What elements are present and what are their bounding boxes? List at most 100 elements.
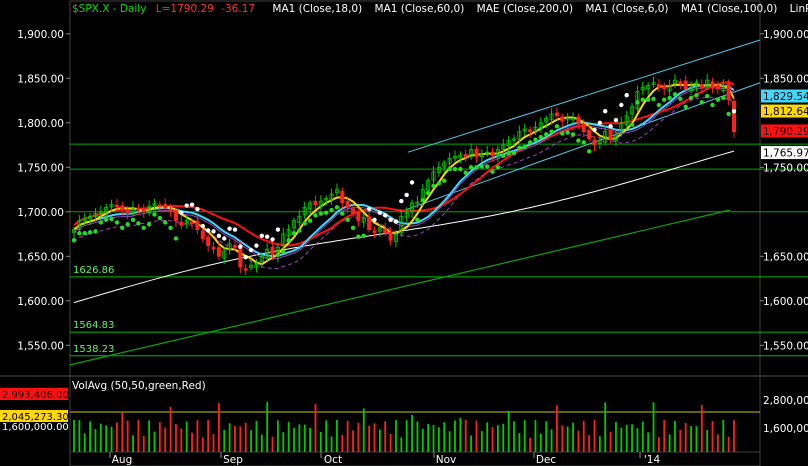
candle-body — [77, 220, 82, 230]
candle-body — [624, 115, 629, 125]
psar-dot — [329, 207, 334, 213]
candle-body — [281, 233, 286, 247]
psar-dot — [93, 229, 98, 234]
candle-body — [195, 220, 200, 230]
month-label: '14 — [644, 454, 661, 466]
study-ma100[interactable]: MA1 (Close,100,0) — [680, 3, 778, 15]
psar-dot — [302, 221, 307, 226]
candle-body — [147, 206, 152, 214]
price-tick-label-right: 1,850.00 — [763, 73, 808, 85]
psar-dot — [264, 234, 270, 239]
psar-dot — [211, 229, 216, 234]
psar-dot — [458, 166, 463, 172]
psar-dot — [603, 109, 608, 114]
candle-body — [254, 263, 259, 268]
candle-body — [672, 79, 677, 85]
psar-dot — [436, 181, 442, 186]
price-tag: 1,790.29 — [763, 126, 808, 138]
psar-dot — [388, 217, 393, 223]
psar-dot — [501, 153, 506, 158]
candle-body — [345, 200, 350, 208]
candle-body — [393, 233, 398, 242]
candle-body — [710, 81, 715, 88]
price-tick-label: 1,650.00 — [17, 251, 64, 263]
candle-body — [560, 116, 565, 122]
candle-body — [334, 189, 339, 193]
volume-left-tick: 1,600,000.00 — [2, 422, 69, 433]
channel-upper — [407, 39, 761, 153]
candle-body — [313, 200, 318, 206]
candle-body — [157, 204, 162, 207]
psar-dot — [425, 190, 431, 196]
candle-body — [667, 85, 672, 92]
study-linreg[interactable]: LinReg ... — [789, 3, 808, 15]
candle-body — [249, 264, 254, 269]
price-tag-bg — [761, 124, 808, 138]
volume-tag-yellow-bg — [0, 410, 68, 422]
psar-dot — [549, 129, 554, 134]
candle-body — [426, 180, 431, 191]
psar-dot — [195, 206, 200, 212]
candle-body — [324, 198, 329, 201]
candle-body — [619, 122, 624, 135]
price-tick-label: 1,550.00 — [17, 340, 64, 352]
candle-body — [528, 129, 533, 133]
psar-dot — [189, 202, 195, 207]
candle-body — [297, 215, 302, 223]
study-ma6[interactable]: MA1 (Close,6,0) — [585, 3, 669, 15]
envelope-lower — [73, 96, 735, 270]
plot-frame — [69, 0, 761, 466]
candle-body — [506, 140, 511, 146]
psar-dot — [586, 149, 592, 154]
psar-dot — [662, 97, 667, 102]
price-tag-bg — [761, 104, 808, 118]
price-tag: 1,765.97 — [763, 148, 808, 160]
month-label: Nov — [436, 454, 457, 466]
level-label: 1538.23 — [73, 344, 114, 355]
psar-dot — [651, 96, 656, 101]
candle-body — [372, 230, 377, 233]
psar-dot — [222, 236, 227, 241]
candle-body — [683, 80, 688, 90]
candle-body — [549, 113, 554, 120]
candle-body — [533, 126, 538, 132]
candle-body — [554, 112, 559, 117]
psar-dot — [383, 213, 388, 218]
psar-dot — [340, 211, 345, 216]
candle-body — [726, 83, 731, 101]
study-ma18[interactable]: MA1 (Close,18,0) — [272, 3, 363, 15]
candle-body — [308, 202, 313, 210]
psar-dot — [715, 97, 721, 102]
ma100-line — [69, 209, 731, 366]
candle-body — [469, 149, 474, 158]
psar-dot — [533, 137, 538, 142]
psar-dot — [565, 130, 570, 135]
psar-dot — [334, 205, 340, 210]
study-ma60[interactable]: MA1 (Close,60,0) — [374, 3, 465, 15]
psar-dot — [710, 102, 715, 108]
candle-body — [576, 116, 581, 124]
candle-body — [565, 117, 570, 121]
psar-dot — [479, 164, 485, 169]
price-tick-label: 1,850.00 — [17, 73, 64, 85]
price-tag: 1,829.54 — [763, 91, 808, 103]
psar-dot — [146, 222, 152, 227]
candle-body — [141, 207, 146, 213]
candle-body — [265, 248, 270, 259]
psar-dot — [517, 145, 522, 150]
volume-tag-yellow: 2,045,273.30 — [2, 412, 69, 423]
price-tag: 1,812.64 — [763, 106, 808, 118]
candle-body — [136, 207, 141, 211]
psar-dot — [125, 222, 130, 227]
candle-body — [447, 157, 452, 164]
candle-body — [72, 229, 77, 233]
psar-dot — [71, 238, 77, 243]
candle-body — [678, 81, 683, 84]
psar-dot — [248, 247, 254, 253]
candle-body — [715, 85, 720, 90]
candle-body — [275, 246, 280, 257]
psar-dot — [109, 216, 114, 222]
study-mae200[interactable]: MAE (Close,200,0) — [476, 3, 574, 15]
month-label: Dec — [536, 454, 557, 466]
